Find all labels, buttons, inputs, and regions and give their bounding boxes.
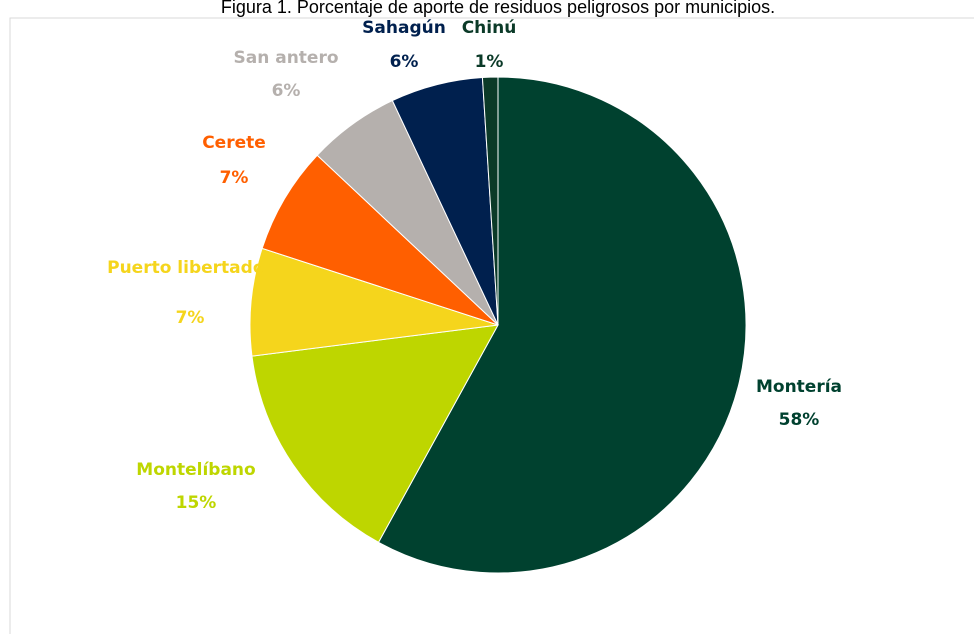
slice-value-label: 6% — [390, 52, 419, 72]
slice-name: Cerete — [202, 133, 266, 153]
slice-name: Chinú — [462, 18, 517, 38]
pie-slice — [261, 154, 499, 326]
pie-slice — [377, 76, 747, 574]
slice-value-label: 58% — [779, 410, 820, 430]
slice-value-label: 6% — [272, 81, 301, 101]
slice-name: San antero — [233, 48, 338, 68]
slice-value-label: 15% — [176, 493, 217, 513]
slice-value-label: 7% — [176, 308, 205, 328]
slice-value-label: 7% — [220, 168, 249, 188]
slice-value-label: 1% — [475, 52, 504, 72]
pie-slice — [481, 76, 499, 326]
slice-name: Puerto libertador — [107, 258, 273, 278]
slice-name: Sahagún — [362, 18, 446, 38]
slice-name: Montelíbano — [136, 460, 255, 480]
pie-slice — [249, 247, 499, 357]
pie-slice — [251, 324, 499, 544]
chart-title: Figura 1. Porcentaje de aporte de residu… — [221, 0, 775, 17]
slice-name: Montería — [756, 377, 842, 397]
